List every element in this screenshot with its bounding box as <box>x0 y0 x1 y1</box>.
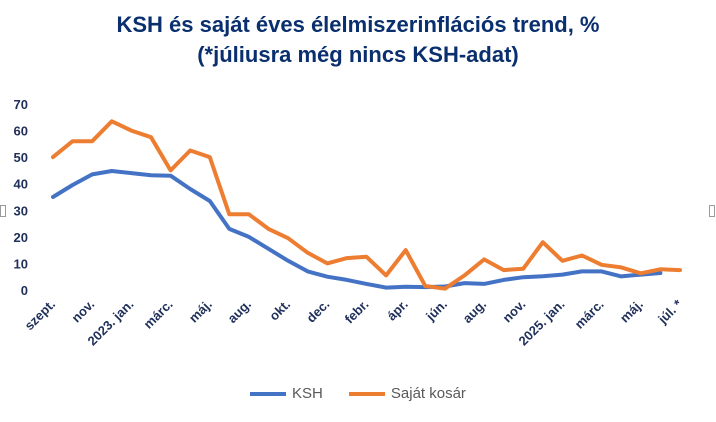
y-tick-label: 70 <box>14 97 28 112</box>
x-tick-label: nov. <box>500 297 529 326</box>
series-line-sajat-kosar <box>51 119 682 291</box>
x-tick-label: okt. <box>266 297 293 324</box>
y-tick-label: 60 <box>14 124 28 139</box>
x-tick-label: júl. * <box>654 296 685 327</box>
x-tick-label: aug. <box>460 297 490 327</box>
x-tick-label: dec. <box>303 297 332 326</box>
x-tick-label: szept. <box>21 297 58 334</box>
chart-title: KSH és saját éves élelmiszerinflációs tr… <box>0 10 716 70</box>
resize-handle-right[interactable] <box>709 205 715 217</box>
y-axis: 0 10 20 30 40 50 60 70 <box>14 97 28 298</box>
x-tick-label: márc. <box>572 297 607 332</box>
y-tick-label: 20 <box>14 230 28 245</box>
x-tick-label: ápr. <box>384 297 411 324</box>
legend-item-sajat-kosar: Saját kosár <box>348 385 466 402</box>
series-line-ksh <box>51 169 663 290</box>
y-tick-label: 40 <box>14 177 28 192</box>
y-tick-label: 50 <box>14 150 28 165</box>
legend-item-ksh: KSH <box>250 385 323 402</box>
x-tick-label: máj. <box>186 297 215 326</box>
x-tick-label: márc. <box>141 297 176 332</box>
x-tick-label: nov. <box>68 297 97 326</box>
legend-label-ksh: KSH <box>292 385 323 402</box>
chart-title-line-1: KSH és saját éves élelmiszerinflációs tr… <box>116 12 600 37</box>
legend-swatch-ksh <box>250 391 287 396</box>
series-group <box>51 119 682 291</box>
x-tick-label: aug. <box>225 297 255 327</box>
legend: KSH Saját kosár <box>0 385 716 402</box>
x-tick-label: febr. <box>342 297 372 327</box>
legend-swatch-sajat-kosar <box>348 391 385 396</box>
chart-title-line-2: (*júliusra még nincs KSH-adat) <box>197 42 519 67</box>
y-tick-label: 0 <box>21 283 28 298</box>
x-axis: szept. nov.2023. jan. márc. máj. aug. okt. dec… <box>21 296 685 349</box>
y-tick-label: 30 <box>14 203 28 218</box>
legend-label-sajat-kosar: Saját kosár <box>390 385 466 402</box>
y-tick-label: 10 <box>14 256 28 271</box>
resize-handle-left[interactable] <box>0 205 6 217</box>
x-tick-label: máj. <box>617 297 646 326</box>
x-tick-label: jún. <box>422 297 450 325</box>
